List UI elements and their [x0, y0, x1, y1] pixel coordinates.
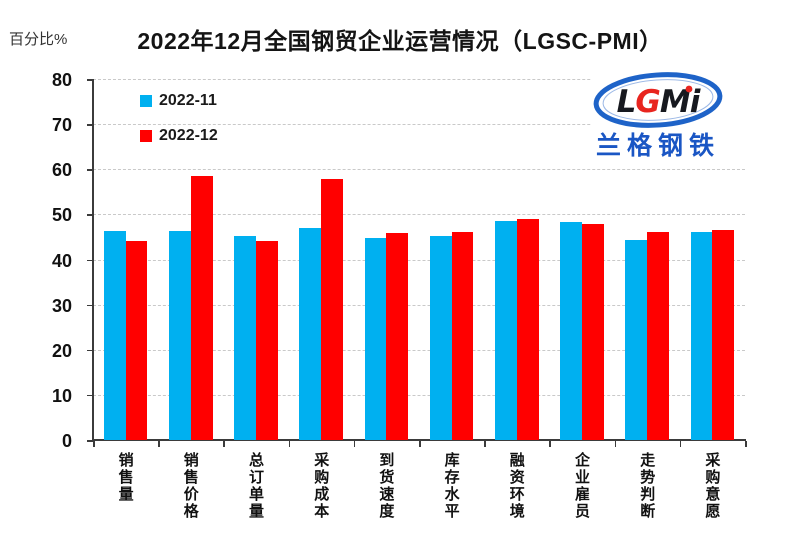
bar-2022-11-cat1	[169, 231, 191, 440]
bar-2022-12-cat7	[582, 223, 604, 440]
bar-2022-12-cat6	[516, 219, 539, 440]
x-tick-mark-8	[614, 441, 617, 447]
bar-2022-11-cat5	[429, 236, 452, 440]
bar-2022-12-cat5	[451, 232, 474, 440]
bar-2022-11-cat8	[625, 239, 648, 440]
y-tick-label-20: 20	[51, 340, 72, 361]
y-tick-mark-50	[87, 214, 93, 216]
x-category-label-9: 采购意愿	[703, 452, 721, 520]
y-tick-label-50: 50	[51, 205, 72, 226]
x-tick-mark-1	[158, 441, 160, 447]
y-tick-mark-0	[87, 440, 93, 442]
x-tick-mark-6	[484, 441, 486, 447]
gridline-80	[93, 79, 745, 80]
x-category-label-6: 融资环境	[507, 452, 525, 520]
gridline-70	[93, 124, 745, 126]
gridline-20	[93, 349, 745, 351]
x-tick-mark-7	[549, 441, 551, 447]
y-tick-mark-70	[87, 124, 93, 126]
y-tick-mark-80	[87, 79, 93, 81]
bar-2022-12-cat2	[256, 241, 278, 440]
legend-swatch-2022-11	[140, 95, 152, 107]
x-tick-mark-4	[353, 441, 356, 447]
x-tick-mark-2	[223, 441, 225, 447]
bar-2022-12-cat1	[190, 176, 213, 440]
legend-item-2022-11: 2022-11	[140, 93, 218, 109]
gridline-60	[93, 169, 745, 171]
x-category-label-0: 销售量	[116, 452, 134, 503]
bar-2022-12-cat3	[321, 178, 343, 440]
bar-2022-11-cat0	[103, 231, 126, 440]
bar-2022-12-cat0	[125, 241, 148, 440]
bar-2022-11-cat4	[364, 237, 387, 440]
chart-legend: 2022-11 2022-12	[140, 93, 218, 163]
y-axis-line	[92, 79, 94, 440]
y-axis-unit-label: 百分比%	[9, 31, 68, 48]
bar-2022-12-cat4	[386, 232, 409, 440]
y-tick-label-80: 80	[51, 70, 72, 90]
y-tick-label-30: 30	[51, 295, 72, 316]
bar-2022-11-cat9	[690, 231, 713, 440]
y-tick-label-0: 0	[61, 431, 72, 451]
x-axis-line	[92, 439, 746, 441]
x-category-label-5: 库存水平	[442, 452, 460, 520]
gridline-50	[93, 214, 745, 216]
lgmi-logo: LGMi 兰格钢铁	[592, 72, 748, 169]
y-tick-label-70: 70	[51, 115, 72, 136]
x-category-label-2: 总订单量	[247, 452, 264, 520]
y-tick-label-10: 10	[51, 385, 72, 406]
logo-brand-text: LGMi	[617, 84, 701, 120]
bar-2022-12-cat9	[712, 229, 735, 440]
bar-2022-11-cat6	[495, 220, 517, 440]
y-tick-mark-40	[87, 259, 93, 261]
gridline-40	[93, 259, 745, 261]
y-tick-mark-60	[87, 169, 93, 171]
logo-brand-cn-text: 兰格钢铁	[596, 131, 720, 160]
bar-2022-12-cat8	[647, 231, 669, 440]
bar-2022-11-cat3	[299, 227, 322, 440]
bar-2022-11-cat7	[560, 221, 582, 440]
legend-label-2022-11: 2022-11	[159, 92, 217, 109]
x-tick-mark-3	[288, 441, 291, 447]
y-tick-mark-10	[87, 394, 93, 397]
chart-title: 2022年12月全国钢贸企业运营情况（LGSC-PMI）	[137, 28, 663, 54]
y-tick-label-40: 40	[51, 250, 72, 271]
x-tick-mark-5	[419, 441, 421, 447]
x-category-label-1: 销售价格	[181, 452, 199, 520]
gridline-30	[93, 304, 745, 306]
lgmi-logo-graphic: LGMi 兰格钢铁	[592, 72, 748, 164]
x-tick-mark-9	[679, 441, 682, 447]
gridline-10	[93, 394, 745, 396]
x-category-label-8: 走势判断	[638, 452, 656, 520]
x-category-label-3: 采购成本	[312, 452, 330, 520]
y-tick-label-60: 60	[51, 160, 72, 181]
y-tick-mark-20	[87, 349, 93, 352]
legend-label-2022-12: 2022-12	[159, 127, 218, 144]
y-tick-mark-30	[87, 304, 93, 307]
x-category-label-7: 企业雇员	[573, 452, 590, 520]
legend-swatch-2022-12	[140, 130, 152, 142]
x-category-label-4: 到货速度	[377, 452, 395, 520]
x-tick-mark-10	[745, 441, 747, 447]
legend-item-2022-12: 2022-12	[140, 128, 218, 144]
x-tick-mark-0	[93, 441, 95, 447]
bar-2022-11-cat2	[234, 236, 256, 440]
